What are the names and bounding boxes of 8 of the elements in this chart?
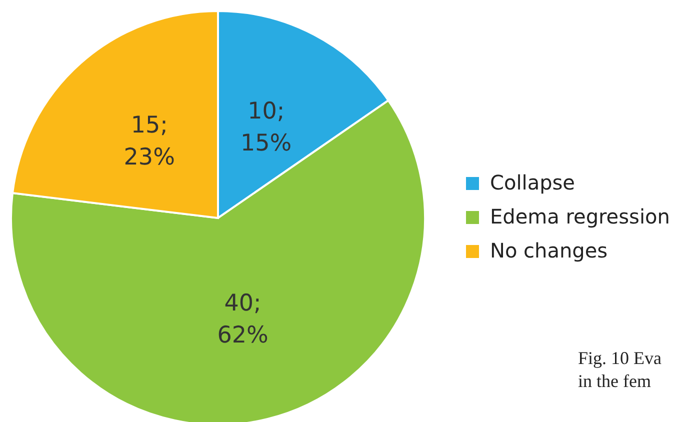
data-label: 15; 23% — [124, 112, 175, 171]
legend-label: No changes — [490, 238, 608, 262]
data-label: 10; 15% — [240, 98, 292, 157]
legend-label: Collapse — [490, 170, 575, 194]
data-label: 40; 62% — [217, 290, 268, 349]
legend-label: Edema regression — [490, 204, 670, 228]
text: in the fem — [578, 371, 651, 391]
caption: Fig. 10 Eva — [578, 348, 662, 368]
